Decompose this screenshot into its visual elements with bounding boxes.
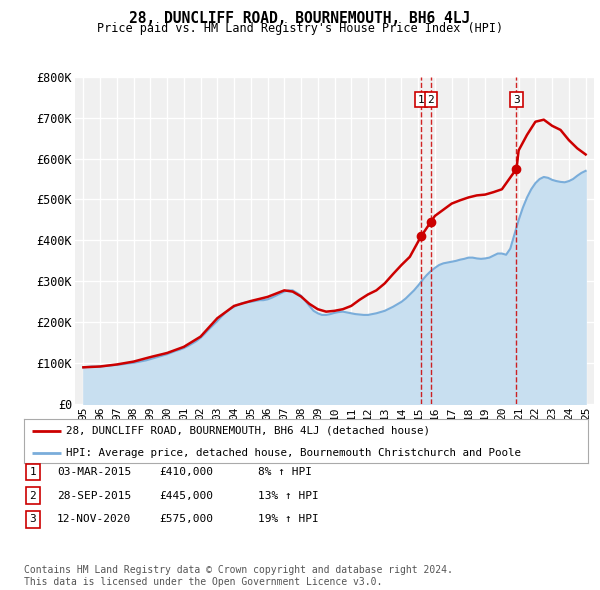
Text: 12-NOV-2020: 12-NOV-2020 bbox=[57, 514, 131, 524]
Text: 28, DUNCLIFF ROAD, BOURNEMOUTH, BH6 4LJ (detached house): 28, DUNCLIFF ROAD, BOURNEMOUTH, BH6 4LJ … bbox=[66, 426, 430, 436]
Text: 13% ↑ HPI: 13% ↑ HPI bbox=[258, 491, 319, 500]
Text: £410,000: £410,000 bbox=[159, 467, 213, 477]
Text: Contains HM Land Registry data © Crown copyright and database right 2024.
This d: Contains HM Land Registry data © Crown c… bbox=[24, 565, 453, 587]
Text: Price paid vs. HM Land Registry's House Price Index (HPI): Price paid vs. HM Land Registry's House … bbox=[97, 22, 503, 35]
Text: 8% ↑ HPI: 8% ↑ HPI bbox=[258, 467, 312, 477]
Text: HPI: Average price, detached house, Bournemouth Christchurch and Poole: HPI: Average price, detached house, Bour… bbox=[66, 448, 521, 458]
Text: £445,000: £445,000 bbox=[159, 491, 213, 500]
Text: 2: 2 bbox=[427, 94, 434, 104]
Text: 28, DUNCLIFF ROAD, BOURNEMOUTH, BH6 4LJ: 28, DUNCLIFF ROAD, BOURNEMOUTH, BH6 4LJ bbox=[130, 11, 470, 25]
Text: 3: 3 bbox=[513, 94, 520, 104]
Text: £575,000: £575,000 bbox=[159, 514, 213, 524]
Text: 03-MAR-2015: 03-MAR-2015 bbox=[57, 467, 131, 477]
Text: 1: 1 bbox=[29, 467, 37, 477]
Text: 19% ↑ HPI: 19% ↑ HPI bbox=[258, 514, 319, 524]
Text: 1: 1 bbox=[418, 94, 424, 104]
Text: 3: 3 bbox=[29, 514, 37, 524]
Text: 28-SEP-2015: 28-SEP-2015 bbox=[57, 491, 131, 500]
Text: 2: 2 bbox=[29, 491, 37, 500]
